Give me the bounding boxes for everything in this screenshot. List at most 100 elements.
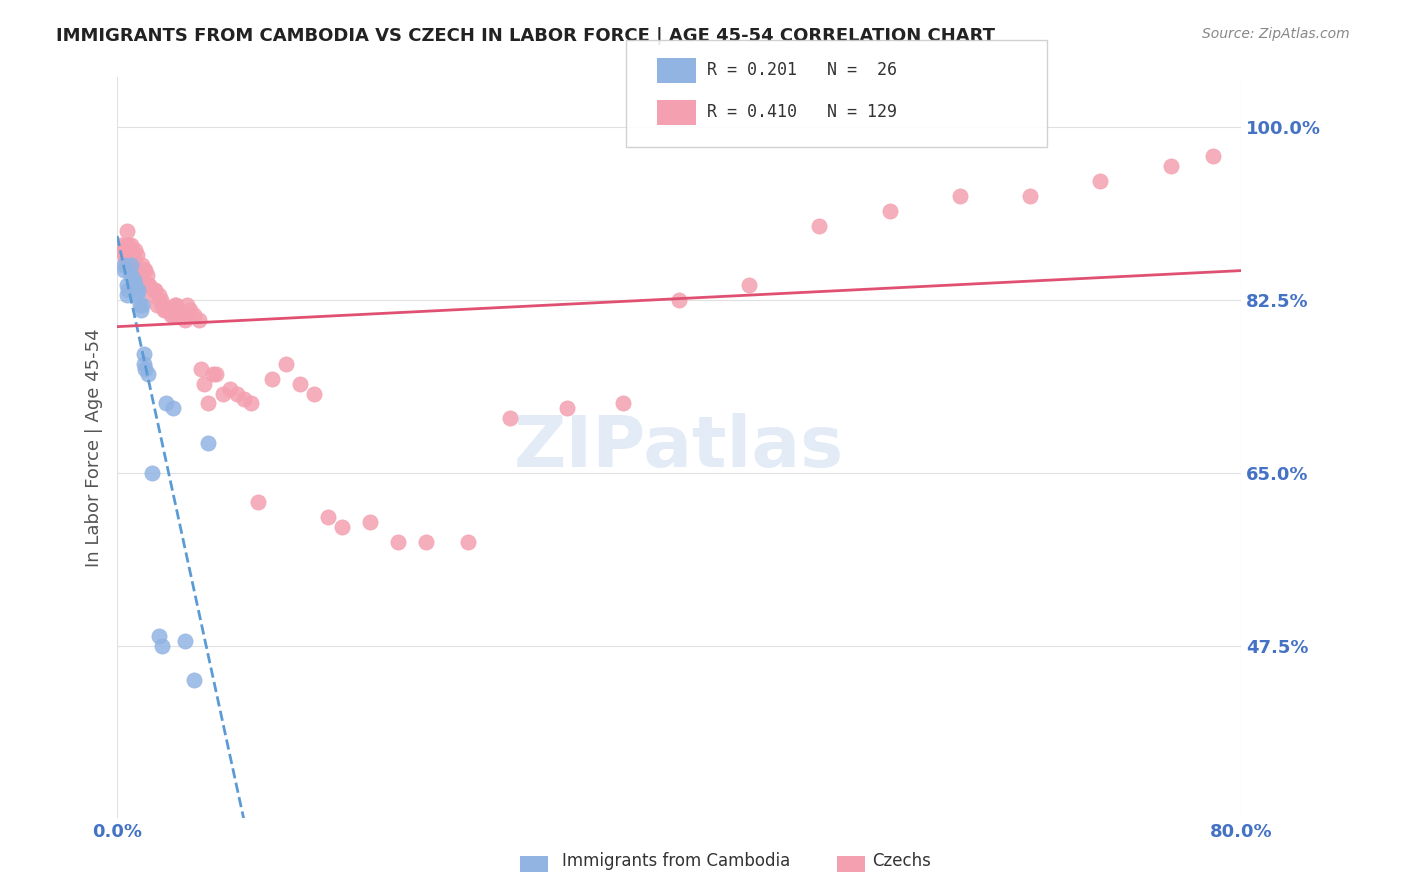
Point bbox=[117, 238, 139, 252]
Point bbox=[162, 308, 184, 322]
Point bbox=[115, 224, 138, 238]
Point bbox=[129, 268, 152, 282]
Point bbox=[187, 312, 209, 326]
Point bbox=[201, 367, 224, 381]
Point bbox=[128, 263, 150, 277]
Point bbox=[159, 308, 181, 322]
Point bbox=[211, 386, 233, 401]
Y-axis label: In Labor Force | Age 45-54: In Labor Force | Age 45-54 bbox=[86, 328, 103, 567]
Point bbox=[122, 253, 145, 268]
Point bbox=[232, 392, 254, 406]
Text: R = 0.201   N =  26: R = 0.201 N = 26 bbox=[707, 62, 897, 79]
Point bbox=[120, 258, 142, 272]
Point bbox=[163, 298, 186, 312]
Point bbox=[117, 283, 139, 297]
Point bbox=[176, 298, 198, 312]
Point bbox=[132, 263, 155, 277]
Point bbox=[145, 298, 167, 312]
Point bbox=[138, 277, 160, 292]
Point bbox=[169, 308, 191, 322]
Point bbox=[555, 401, 578, 416]
Point bbox=[150, 639, 173, 653]
Point bbox=[112, 248, 135, 262]
Point bbox=[118, 244, 141, 258]
Point bbox=[136, 277, 159, 292]
Point bbox=[179, 302, 201, 317]
Point bbox=[218, 382, 240, 396]
Point bbox=[274, 357, 297, 371]
Point bbox=[197, 396, 219, 410]
Point bbox=[141, 287, 163, 301]
Point bbox=[128, 298, 150, 312]
Point bbox=[111, 244, 134, 258]
Point bbox=[239, 396, 262, 410]
Point bbox=[152, 302, 174, 317]
Text: ZIPatlas: ZIPatlas bbox=[515, 414, 844, 483]
Point bbox=[183, 673, 205, 687]
Point bbox=[120, 238, 142, 252]
Point bbox=[134, 263, 156, 277]
Point bbox=[1090, 174, 1112, 188]
Point bbox=[190, 362, 212, 376]
Point bbox=[359, 515, 381, 529]
Point bbox=[302, 386, 325, 401]
Point bbox=[457, 534, 479, 549]
Point bbox=[183, 308, 205, 322]
Point bbox=[193, 376, 215, 391]
Point bbox=[125, 287, 148, 301]
Text: Immigrants from Cambodia: Immigrants from Cambodia bbox=[562, 852, 790, 870]
Point bbox=[879, 203, 901, 218]
Point bbox=[668, 293, 690, 307]
Text: R = 0.410   N = 129: R = 0.410 N = 129 bbox=[707, 103, 897, 121]
Point bbox=[112, 263, 135, 277]
Point bbox=[1202, 149, 1225, 163]
Point bbox=[110, 238, 132, 252]
Point bbox=[149, 293, 172, 307]
Text: Czechs: Czechs bbox=[872, 852, 931, 870]
Point bbox=[162, 401, 184, 416]
Point bbox=[134, 362, 156, 376]
Point bbox=[115, 238, 138, 252]
Point bbox=[1160, 160, 1182, 174]
Point bbox=[225, 386, 247, 401]
Point bbox=[612, 396, 634, 410]
Point bbox=[808, 219, 831, 233]
Point bbox=[499, 411, 522, 425]
Point bbox=[117, 244, 139, 258]
Point bbox=[949, 189, 972, 203]
Point bbox=[173, 633, 195, 648]
Point bbox=[316, 510, 339, 524]
Point bbox=[131, 258, 153, 272]
Point bbox=[738, 277, 761, 292]
Point bbox=[165, 298, 187, 312]
Point bbox=[330, 520, 353, 534]
Point bbox=[131, 298, 153, 312]
Point bbox=[127, 283, 149, 297]
Point bbox=[136, 367, 159, 381]
Text: IMMIGRANTS FROM CAMBODIA VS CZECH IN LABOR FORCE | AGE 45-54 CORRELATION CHART: IMMIGRANTS FROM CAMBODIA VS CZECH IN LAB… bbox=[56, 27, 995, 45]
Point bbox=[155, 302, 177, 317]
Point bbox=[114, 253, 136, 268]
Point bbox=[129, 302, 152, 317]
Point bbox=[204, 367, 226, 381]
Point bbox=[288, 376, 311, 391]
Point bbox=[121, 248, 143, 262]
Point bbox=[155, 396, 177, 410]
Point bbox=[197, 436, 219, 450]
Point bbox=[246, 495, 269, 509]
Point bbox=[260, 372, 283, 386]
Point bbox=[112, 258, 135, 272]
Point bbox=[118, 248, 141, 262]
Point bbox=[125, 248, 148, 262]
Point bbox=[124, 244, 146, 258]
Point bbox=[156, 302, 179, 317]
Point bbox=[173, 312, 195, 326]
Point bbox=[415, 534, 437, 549]
Point bbox=[141, 466, 163, 480]
Point bbox=[150, 298, 173, 312]
Point bbox=[120, 268, 142, 282]
Point bbox=[1019, 189, 1042, 203]
Point bbox=[135, 268, 157, 282]
Point bbox=[172, 308, 194, 322]
Point bbox=[387, 534, 409, 549]
